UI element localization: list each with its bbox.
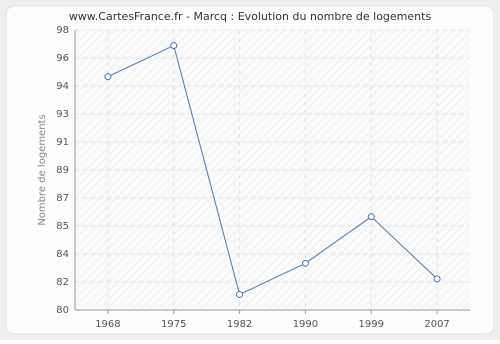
x-tick-label: 1982: [227, 319, 252, 330]
y-tick-label: 80: [56, 305, 69, 316]
x-tick-label: 1999: [359, 319, 384, 330]
y-tick-label: 85: [56, 221, 69, 232]
y-tick-label: 98: [56, 25, 69, 36]
y-tick-label: 87: [56, 193, 69, 204]
point: [301, 259, 309, 267]
y-axis-label: Nombre de logements: [37, 114, 48, 225]
chart-title: www.CartesFrance.fr - Marcq : Evolution …: [69, 10, 432, 23]
y-tick-label: 91: [56, 137, 69, 148]
y-tick-label: 89: [56, 165, 69, 176]
point: [236, 290, 244, 298]
x-tick-label: 1968: [95, 319, 120, 330]
x-tick-label: 2007: [424, 319, 449, 330]
y-tick-label: 94: [56, 81, 69, 92]
x-tick-label: 1990: [293, 319, 318, 330]
point: [433, 275, 441, 283]
y-tick-label: 84: [56, 249, 69, 260]
y-tick-label: 96: [56, 53, 69, 64]
point: [104, 73, 112, 81]
x-tick-label: 1975: [161, 319, 186, 330]
point: [170, 42, 178, 50]
y-tick-label: 93: [56, 109, 69, 120]
point: [367, 213, 375, 221]
y-tick-label: 82: [56, 277, 69, 288]
line: [107, 44, 438, 296]
